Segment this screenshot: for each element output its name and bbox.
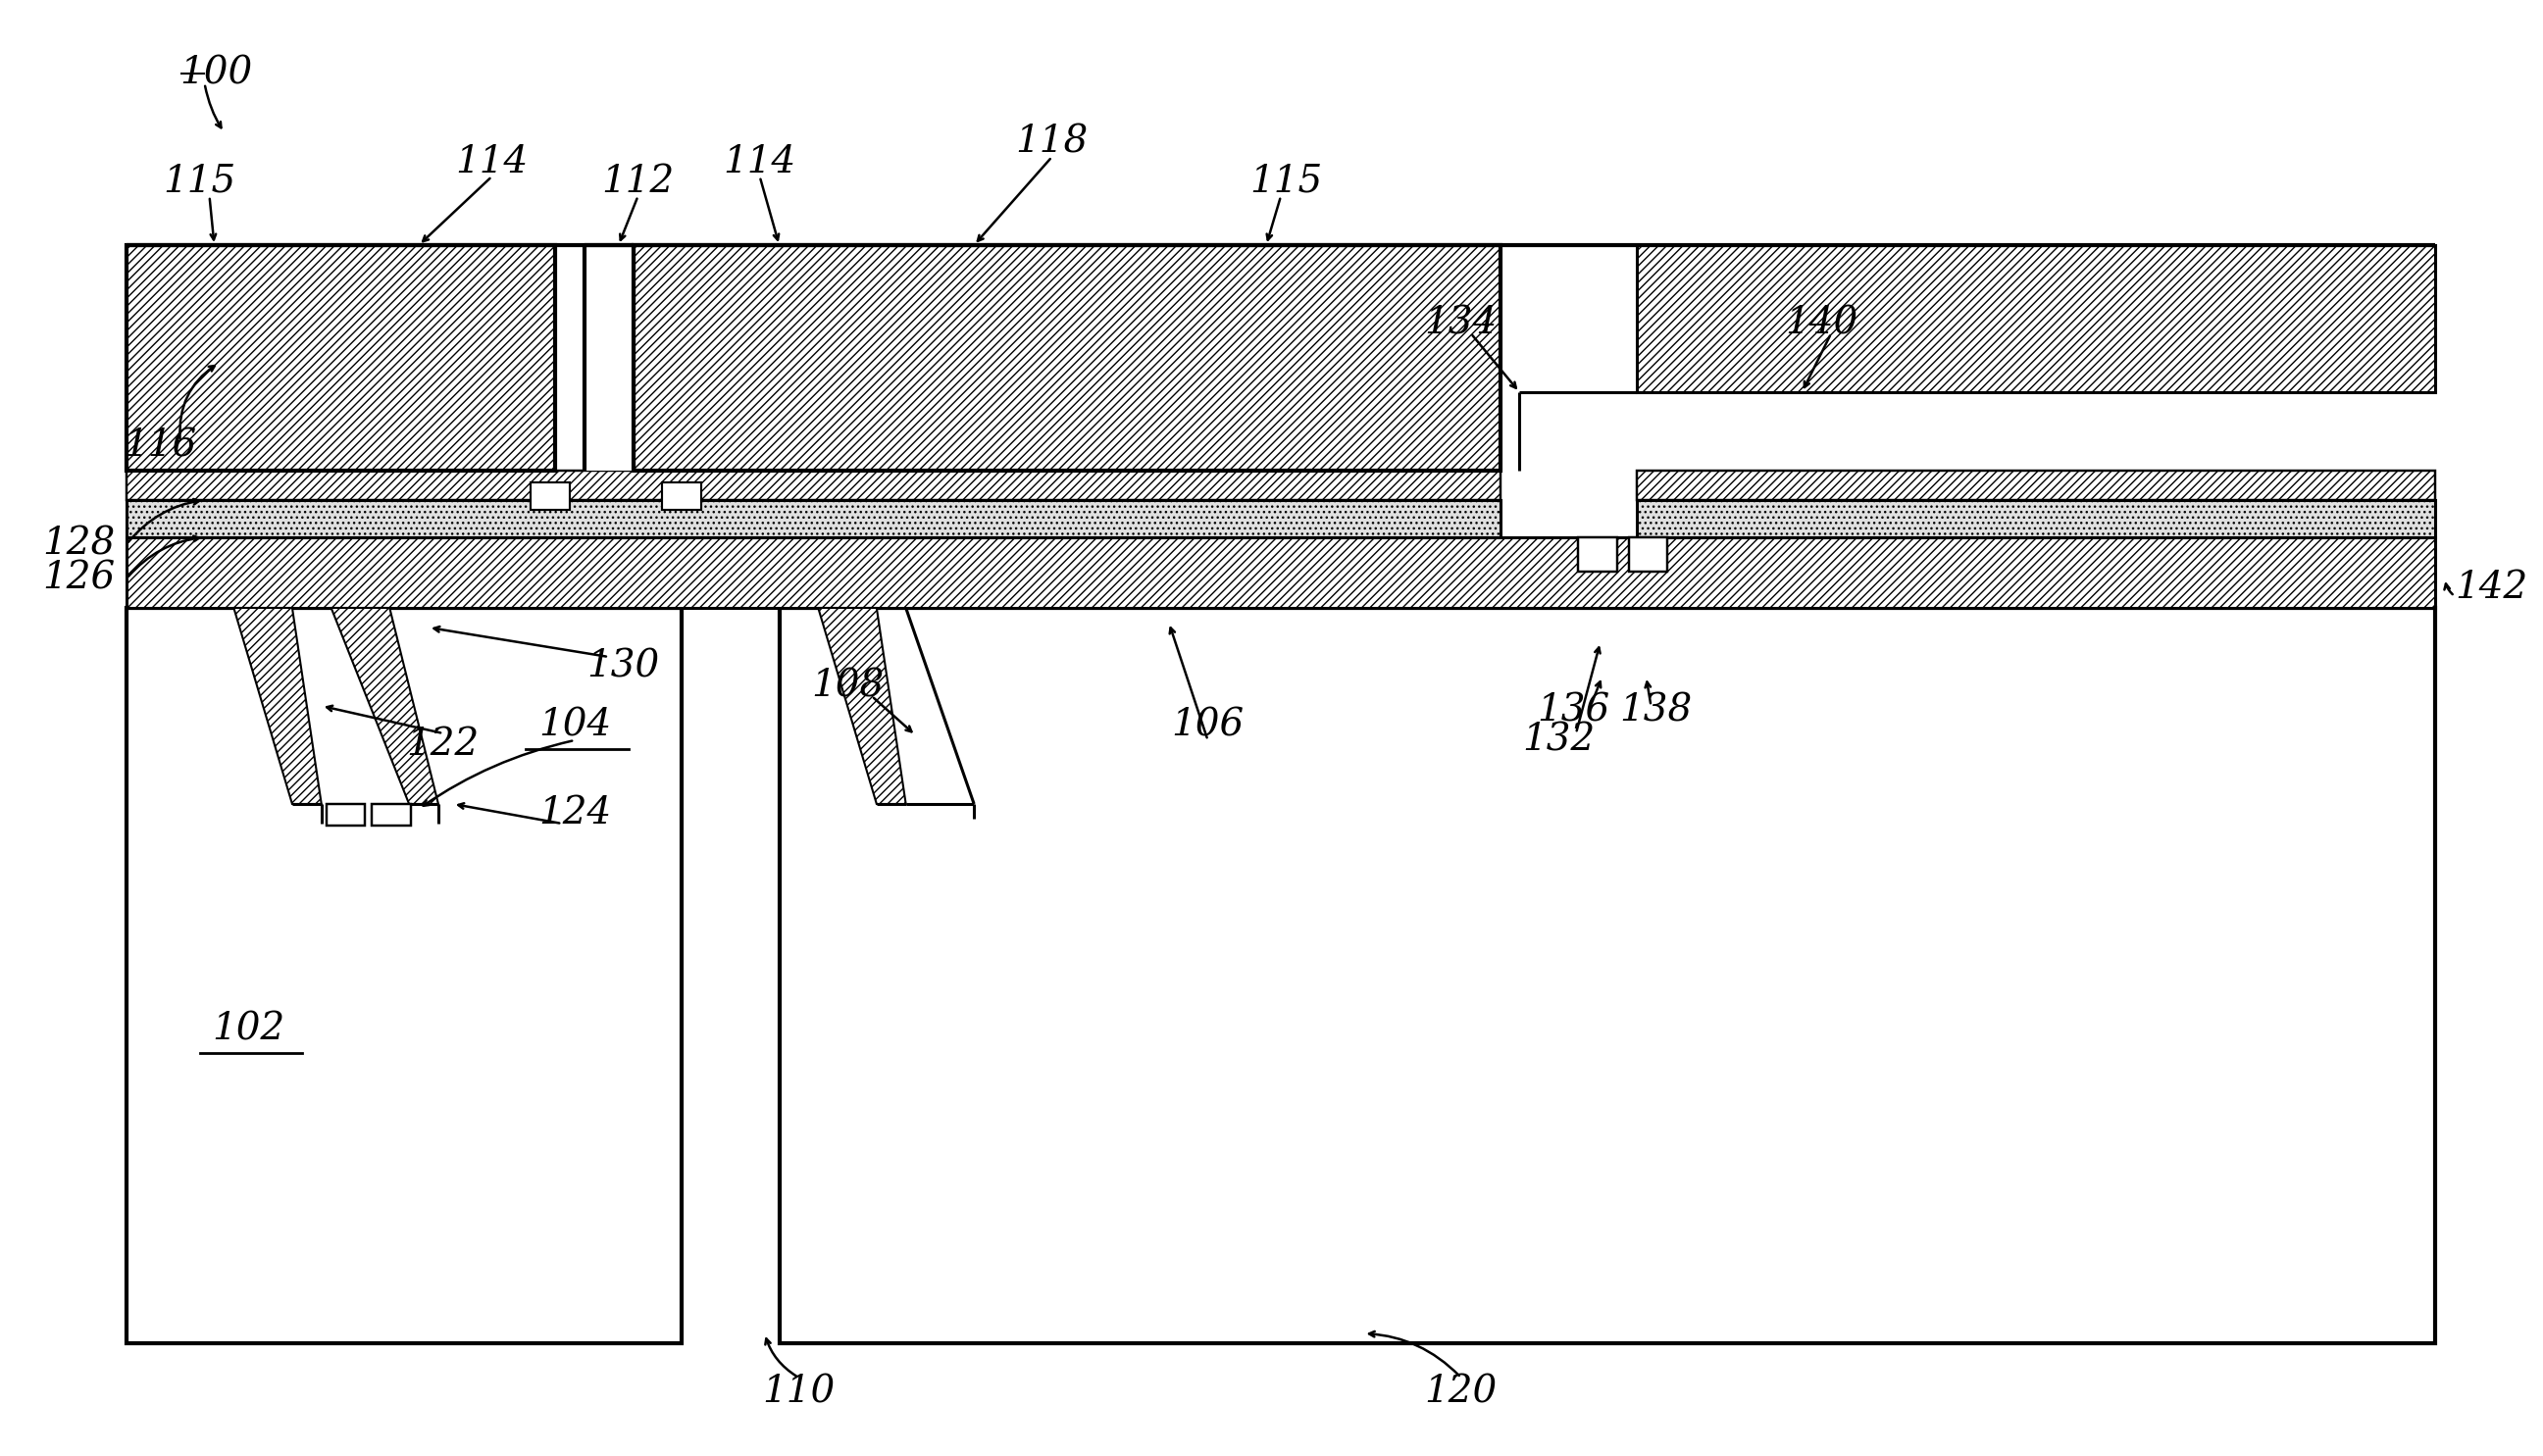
Text: 122: 122 — [407, 727, 481, 763]
Text: 114: 114 — [455, 144, 529, 181]
Bar — [1635, 245, 2436, 392]
Text: 134: 134 — [1424, 306, 1498, 342]
Text: 110: 110 — [763, 1374, 834, 1411]
Bar — [1635, 499, 2436, 537]
Bar — [1628, 537, 1668, 572]
Bar — [531, 482, 570, 510]
Bar — [127, 537, 2436, 609]
Polygon shape — [234, 609, 320, 804]
Bar — [326, 804, 366, 826]
Text: 108: 108 — [811, 668, 885, 705]
Text: 104: 104 — [539, 708, 610, 744]
Bar — [633, 245, 1500, 470]
Bar — [661, 482, 702, 510]
Text: 138: 138 — [1620, 693, 1691, 729]
Bar — [127, 245, 554, 470]
Bar — [778, 609, 2436, 1344]
Text: 140: 140 — [1785, 306, 1859, 342]
Text: 114: 114 — [722, 144, 796, 181]
Text: 115: 115 — [163, 163, 236, 199]
Text: 106: 106 — [1172, 708, 1244, 744]
Bar — [371, 804, 412, 826]
Bar — [127, 470, 1500, 499]
Text: 115: 115 — [1249, 163, 1322, 199]
Text: 102: 102 — [211, 1012, 285, 1048]
Bar — [127, 499, 1500, 537]
Text: 130: 130 — [587, 648, 659, 684]
Text: 142: 142 — [2454, 571, 2528, 606]
Text: 100: 100 — [181, 55, 252, 92]
Bar — [127, 609, 682, 1344]
Polygon shape — [819, 609, 905, 804]
Text: 124: 124 — [539, 795, 610, 831]
Text: 116: 116 — [125, 428, 198, 464]
Text: 132: 132 — [1523, 722, 1594, 759]
Bar — [585, 245, 633, 470]
Text: 126: 126 — [43, 561, 114, 597]
Text: 120: 120 — [1424, 1374, 1498, 1411]
Bar — [1635, 470, 2436, 499]
Bar — [1579, 537, 1617, 572]
Text: 112: 112 — [603, 163, 674, 199]
Text: 136: 136 — [1536, 693, 1610, 729]
Text: 128: 128 — [43, 526, 114, 562]
Polygon shape — [331, 609, 437, 804]
Text: 118: 118 — [1015, 124, 1088, 160]
